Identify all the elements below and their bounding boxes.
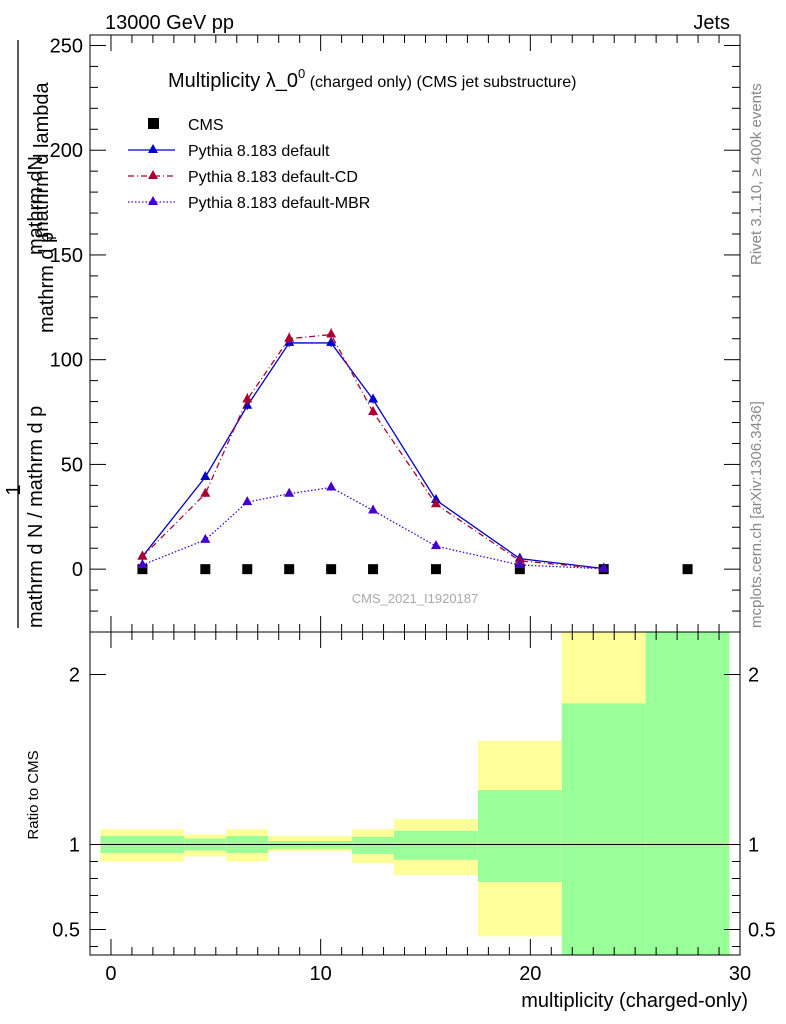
y-label-denominator: mathrm d N / mathrm d p	[25, 406, 47, 628]
series-marker-dotted	[430, 540, 441, 550]
series-marker-dashdot	[242, 393, 253, 403]
series-marker-dotted	[368, 504, 379, 514]
legend-marker-default	[148, 144, 158, 153]
main-axis-ticks: 0 50 100 150 200 250	[50, 35, 740, 632]
legend-label-default: Pythia 8.183 default	[188, 143, 330, 160]
main-y-tick-label: 200	[50, 140, 83, 162]
series-marker-dotted	[514, 558, 525, 568]
ratio-y-tick-label-right: 1	[748, 835, 759, 857]
series-marker-dotted	[200, 533, 211, 543]
series-line-solid	[141, 342, 604, 570]
series-marker-dashdot	[284, 332, 295, 342]
ratio-y-tick-label-left: 2	[69, 665, 80, 687]
main-y-tick-label: 100	[50, 350, 83, 372]
series-marker-dashdot	[430, 498, 441, 508]
cms-data-point	[326, 564, 337, 575]
series-marker-dashdot	[200, 487, 211, 497]
ratio-x-tick-label: 10	[310, 963, 332, 985]
ratio-axis-ticks: 0.5 0.51 12 20 10 20 30	[52, 632, 776, 985]
legend-marker-cd	[148, 170, 158, 179]
ratio-uncertainty-band-inner	[477, 790, 562, 882]
ratio-y-tick-label-left: 1	[69, 835, 80, 857]
ratio-bands-layer	[100, 632, 730, 955]
ratio-y-tick-label-left: 0.5	[52, 920, 80, 942]
ratio-x-tick-label: 30	[729, 963, 751, 985]
y-axis-label: 1 mathrm d N / mathrm d p mathrm dN math…	[3, 40, 59, 628]
legend-marker-cms	[148, 118, 159, 129]
analysis-watermark: CMS_2021_I1920187	[352, 591, 479, 606]
process-label: Jets	[693, 12, 730, 34]
series-marker-dotted	[284, 487, 295, 497]
legend-label-cd: Pythia 8.183 default-CD	[188, 169, 358, 186]
main-y-tick-label: 250	[50, 35, 83, 57]
cms-data-point	[682, 564, 693, 575]
ratio-uncertainty-band-inner	[352, 836, 395, 854]
series-marker-dotted	[598, 562, 609, 572]
cms-data-point	[514, 564, 525, 575]
ratio-x-tick-label: 0	[105, 963, 116, 985]
cms-data-point	[137, 564, 148, 575]
series-marker-dashdot	[137, 550, 148, 560]
cms-data-point	[430, 564, 441, 575]
legend-marker-mbr	[148, 196, 158, 205]
cms-data-point	[242, 564, 253, 575]
series-line-dotted	[142, 486, 604, 570]
plot-title: Multiplicity λ_00 (charged only) (CMS je…	[168, 66, 576, 92]
series-marker-dashdot	[368, 406, 379, 416]
ratio-plot-frame	[89, 631, 741, 956]
y-label-den-tail: mathrm d p	[36, 232, 58, 333]
energy-label: 13000 GeV pp	[105, 12, 234, 34]
cms-data-point	[368, 564, 379, 575]
legend: CMS Pythia 8.183 default Pythia 8.183 de…	[128, 117, 370, 212]
legend-label-mbr: Pythia 8.183 default-MBR	[188, 195, 370, 212]
main-series-layer	[137, 328, 693, 575]
series-marker-dotted	[242, 496, 253, 506]
cms-data-point	[200, 564, 211, 575]
y-label-one: 1	[3, 484, 25, 495]
mcplots-site-label: mcplots.cern.ch [arXiv:1306.3436]	[748, 401, 765, 628]
y-label-subscript: T	[44, 234, 59, 242]
ratio-x-tick-label: 20	[519, 963, 541, 985]
x-axis-label: multiplicity (charged-only)	[521, 990, 748, 1012]
ratio-y-tick-label-right: 0.5	[748, 920, 776, 942]
series-marker-solid	[368, 393, 379, 403]
series-marker-solid	[200, 470, 211, 480]
main-y-tick-label: 150	[50, 245, 83, 267]
ratio-uncertainty-band-inner	[561, 703, 646, 955]
series-marker-solid	[326, 336, 337, 346]
main-y-tick-label: 50	[61, 454, 83, 476]
y-label-den-rest: mathrm d lambda	[31, 82, 53, 238]
ratio-uncertainty-band-inner	[645, 632, 730, 955]
series-marker-dotted	[137, 558, 148, 568]
series-marker-dotted	[326, 481, 337, 491]
cms-data-point	[284, 564, 295, 575]
series-line-dashdot	[141, 333, 604, 570]
main-y-tick-label: 0	[72, 559, 83, 581]
ratio-uncertainty-band-inner	[394, 830, 478, 860]
y-label-top: mathrm dN	[25, 156, 47, 255]
rivet-version-label: Rivet 3.1.10, ≥ 400k events	[748, 83, 765, 265]
ratio-y-label: Ratio to CMS	[25, 750, 42, 839]
ratio-y-tick-label-right: 2	[748, 665, 759, 687]
series-marker-dashdot	[326, 328, 337, 338]
legend-label-cms: CMS	[188, 117, 224, 134]
